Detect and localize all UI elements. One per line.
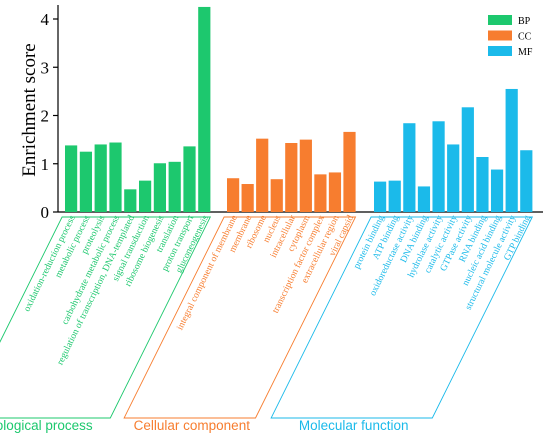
- bar-cc-1: [227, 178, 240, 212]
- legend-label-bp: BP: [518, 16, 531, 27]
- bar-mf-3: [403, 123, 416, 212]
- bar-mf-7: [461, 107, 474, 212]
- group-bracket-bp: [0, 216, 212, 419]
- legend-swatch-cc: [488, 30, 512, 41]
- bar-cc-7: [314, 174, 327, 212]
- group-label-mf: Molecular function: [299, 418, 409, 433]
- y-tick-label: 4: [41, 10, 50, 29]
- group-label-bp: Biological process: [0, 418, 93, 433]
- legend-swatch-mf: [488, 46, 512, 56]
- bar-cc-9: [343, 131, 356, 212]
- bar-bp-4: [109, 142, 122, 212]
- bars: [65, 6, 533, 212]
- bar-bp-8: [168, 161, 181, 212]
- y-tick-label: 1: [41, 155, 50, 174]
- bar-bp-9: [183, 146, 196, 212]
- y-tick-label: 3: [41, 58, 50, 77]
- y-tick-label: 0: [41, 203, 50, 222]
- bar-mf-9: [490, 169, 504, 212]
- bar-cc-6: [299, 139, 312, 212]
- bar-mf-10: [505, 88, 518, 212]
- bar-cc-5: [285, 143, 298, 212]
- group-bracket-cc: [123, 216, 357, 419]
- y-axis-label: Enrichment score: [19, 43, 40, 176]
- bar-mf-2: [388, 180, 401, 212]
- bar-bp-10: [198, 6, 211, 212]
- bar-bp-5: [124, 189, 137, 212]
- legend-swatch-bp: [488, 15, 512, 25]
- bar-mf-8: [476, 156, 489, 212]
- bar-bp-7: [153, 163, 166, 212]
- bar-bp-6: [139, 180, 152, 212]
- group-label-cc: Cellular component: [134, 418, 251, 433]
- bar-cc-8: [328, 172, 342, 212]
- y-tick-label: 2: [41, 107, 50, 126]
- bar-mf-11: [520, 150, 533, 212]
- bar-mf-1: [374, 181, 387, 212]
- bar-bp-1: [65, 145, 78, 212]
- legend: BP CC MF: [488, 15, 533, 58]
- bar-cc-3: [256, 138, 269, 212]
- group-brackets: Biological process Cellular component Mole…: [0, 216, 534, 433]
- bar-cc-2: [241, 184, 254, 212]
- bar-cc-4: [270, 179, 283, 212]
- bar-bp-2: [79, 151, 92, 212]
- group-bracket-mf: [270, 216, 534, 419]
- bar-bp-3: [94, 144, 107, 212]
- bar-mf-4: [417, 186, 431, 212]
- bar-mf-5: [432, 121, 445, 212]
- bar-mf-6: [447, 144, 460, 212]
- legend-label-cc: CC: [518, 32, 532, 43]
- legend-label-mf: MF: [518, 47, 533, 58]
